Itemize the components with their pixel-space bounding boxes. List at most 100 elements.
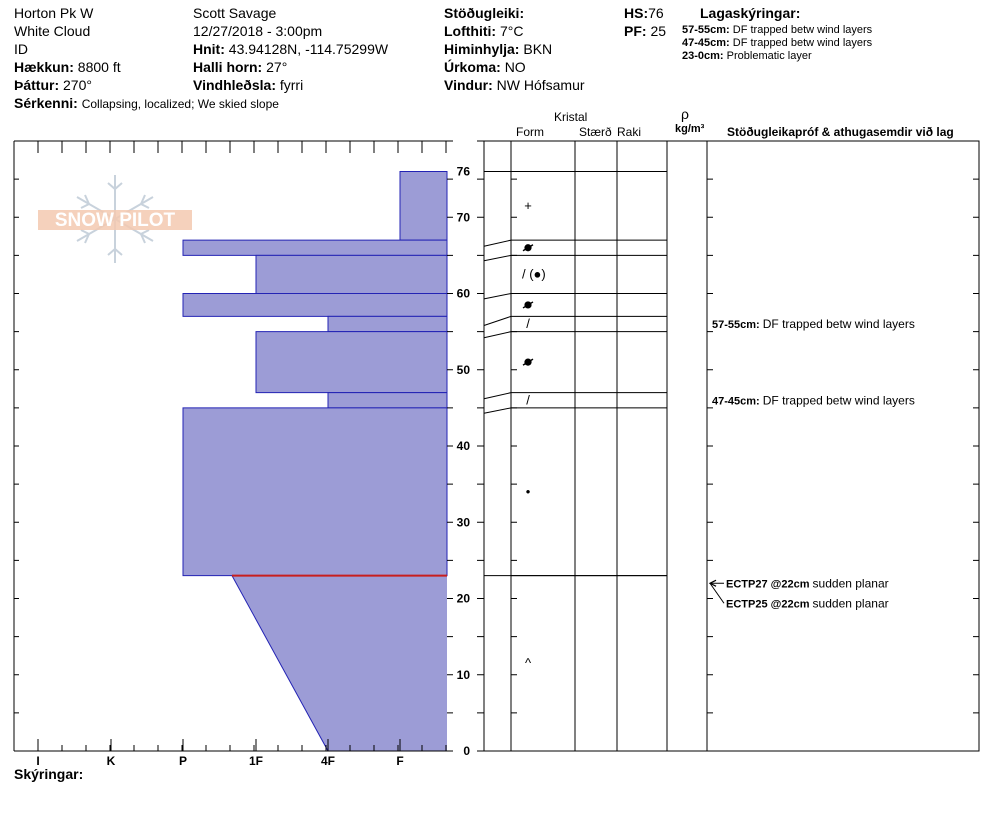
layer-connector — [483, 239, 512, 247]
aspect-row: Þáttur: 270° — [14, 78, 92, 92]
depth-tick-label: 0 — [463, 744, 470, 758]
crystal-header: Kristal — [554, 110, 588, 124]
elevation-row: Hækkun: 8800 ft — [14, 60, 121, 74]
test-arrow — [709, 582, 725, 604]
sky-value: BKN — [523, 41, 553, 57]
hardness-bar — [327, 315, 448, 333]
layer-note-text: DF trapped betw wind layers — [732, 24, 873, 36]
range-name: White Cloud — [14, 23, 91, 39]
hardness-bar — [255, 331, 448, 394]
stability-label: Stöðugleiki: — [444, 5, 525, 21]
precip-value: NO — [504, 59, 526, 75]
wind-loading-label: Vindhleðsla: — [193, 77, 276, 93]
stability-test-code: ECTP27 @22cm — [726, 578, 813, 590]
grain-form-symbol: • — [526, 484, 531, 499]
precip-label: Úrkoma: — [444, 59, 501, 75]
coords-value: 43.94128N, -114.75299W — [228, 41, 389, 57]
layer-connector — [483, 315, 512, 326]
layer-comment-text: DF trapped betw wind layers — [763, 393, 915, 407]
melt-freeze-form-stroke — [522, 358, 534, 366]
hardness-edge — [231, 575, 329, 752]
hardness-bar — [399, 171, 448, 241]
slope-label: Halli horn: — [193, 59, 263, 75]
layer-comment: 57-55cm: DF trapped betw wind layers — [712, 317, 915, 331]
hardness-bar — [182, 293, 448, 317]
wind-loading-value: fyrri — [279, 77, 304, 93]
sky-label: Himinhylja: — [444, 41, 520, 57]
grain-form-symbol: ^ — [525, 655, 532, 670]
elevation-value: 8800 ft — [77, 59, 121, 75]
datetime: 12/27/2018 - 3:00pm — [193, 23, 323, 39]
density-unit: kg/m³ — [675, 123, 705, 135]
air-temp-value: 7°C — [499, 23, 524, 39]
test-arrow-head — [708, 579, 717, 587]
pf-row: PF: 25 — [624, 24, 666, 38]
layer-connector — [483, 254, 512, 262]
stability-test-result: sudden planar — [813, 576, 889, 590]
depth-tick-label: 60 — [457, 287, 471, 301]
grain-form-symbol: / (●) — [522, 266, 546, 281]
hardness-tick-label: P — [179, 754, 187, 768]
layer-note-range: 23-0cm: — [682, 50, 724, 62]
hs-value: 76 — [648, 5, 664, 21]
depth-tick-label: 30 — [457, 515, 471, 529]
depth-tick-label: 70 — [457, 210, 471, 224]
stability-test: ECTP27 @22cm sudden planar — [726, 576, 889, 590]
hardness-bar — [182, 407, 448, 577]
depth-tick-label: 40 — [457, 439, 471, 453]
hardness-tick-label: 1F — [249, 754, 263, 768]
plot-frame: I K P 1F 4F F 0 10 20 30 40 50 60 70 76 — [13, 140, 484, 768]
layer-table-frame — [483, 140, 980, 752]
id-label: ID — [14, 41, 28, 57]
pf-label: PF: — [624, 23, 647, 39]
depth-tick-label: 10 — [457, 668, 471, 682]
hardness-bar — [232, 575, 447, 751]
grain-form-symbol: / — [526, 392, 530, 407]
grain-form-symbol: / — [526, 316, 530, 331]
layer-note-range: 47-45cm: — [682, 37, 730, 49]
elevation-label: Hækkun: — [14, 59, 74, 75]
stability-test-result: sudden planar — [813, 596, 889, 610]
layer-comment: 47-45cm: DF trapped betw wind layers — [712, 393, 915, 407]
pf-value: 25 — [650, 23, 667, 39]
hardness-tick-label: 4F — [321, 754, 335, 768]
slope-row: Halli horn: 27° — [193, 60, 287, 74]
air-temp-label: Lofthiti: — [444, 23, 497, 39]
site-name: Horton Pk W — [14, 5, 94, 21]
wind-loading-row: Vindhleðsla: fyrri — [193, 78, 303, 92]
stability-test: ECTP25 @22cm sudden planar — [726, 596, 889, 610]
layer-note: 47-45cm: DF trapped betw wind layers — [682, 38, 872, 49]
tests-header: Stöðugleikapróf & athugasemdir við lag — [727, 125, 954, 139]
melt-freeze-form-stroke — [522, 301, 534, 309]
logo-text: SNOW PILOT — [55, 210, 176, 231]
hardness-bar — [182, 239, 448, 256]
layer-grid — [483, 140, 980, 752]
layer-connector — [483, 331, 512, 339]
logo-band — [38, 210, 192, 230]
layer-connector — [483, 293, 512, 300]
layer-note-text: DF trapped betw wind layers — [732, 37, 873, 49]
stability-test-code: ECTP25 @22cm — [726, 598, 813, 610]
sky-row: Himinhylja: BKN — [444, 42, 552, 56]
observer: Scott Savage — [193, 5, 277, 21]
hs-label: HS: — [624, 5, 649, 21]
hardness-tick-label: K — [107, 754, 116, 768]
layer-comment-text: DF trapped betw wind layers — [763, 317, 915, 331]
aspect-label: Þáttur: — [14, 77, 60, 93]
features-row: Sérkenni: Collapsing, localized; We skie… — [14, 96, 279, 110]
layer-note-text: Problematic layer — [726, 50, 812, 62]
hardness-layers — [182, 171, 448, 752]
annotations: + / (●) / / • ^ 57-55cm: DF trapped betw wind … — [522, 198, 915, 671]
hs-row: HS:76 — [624, 6, 664, 20]
layer-comment-range: 47-45cm: — [712, 395, 763, 407]
depth-tick-label: 20 — [457, 592, 471, 606]
hardness-tick-label: F — [396, 754, 403, 768]
precip-row: Úrkoma: NO — [444, 60, 526, 74]
hardness-bar — [327, 392, 448, 409]
air-temp-row: Lofthiti: 7°C — [444, 24, 523, 38]
depth-tick-label: 76 — [457, 165, 471, 179]
wind-label: Vindur: — [444, 77, 493, 93]
depth-tick-label: 50 — [457, 363, 471, 377]
layer-notes-title: Lagaskýringar: — [700, 5, 801, 21]
